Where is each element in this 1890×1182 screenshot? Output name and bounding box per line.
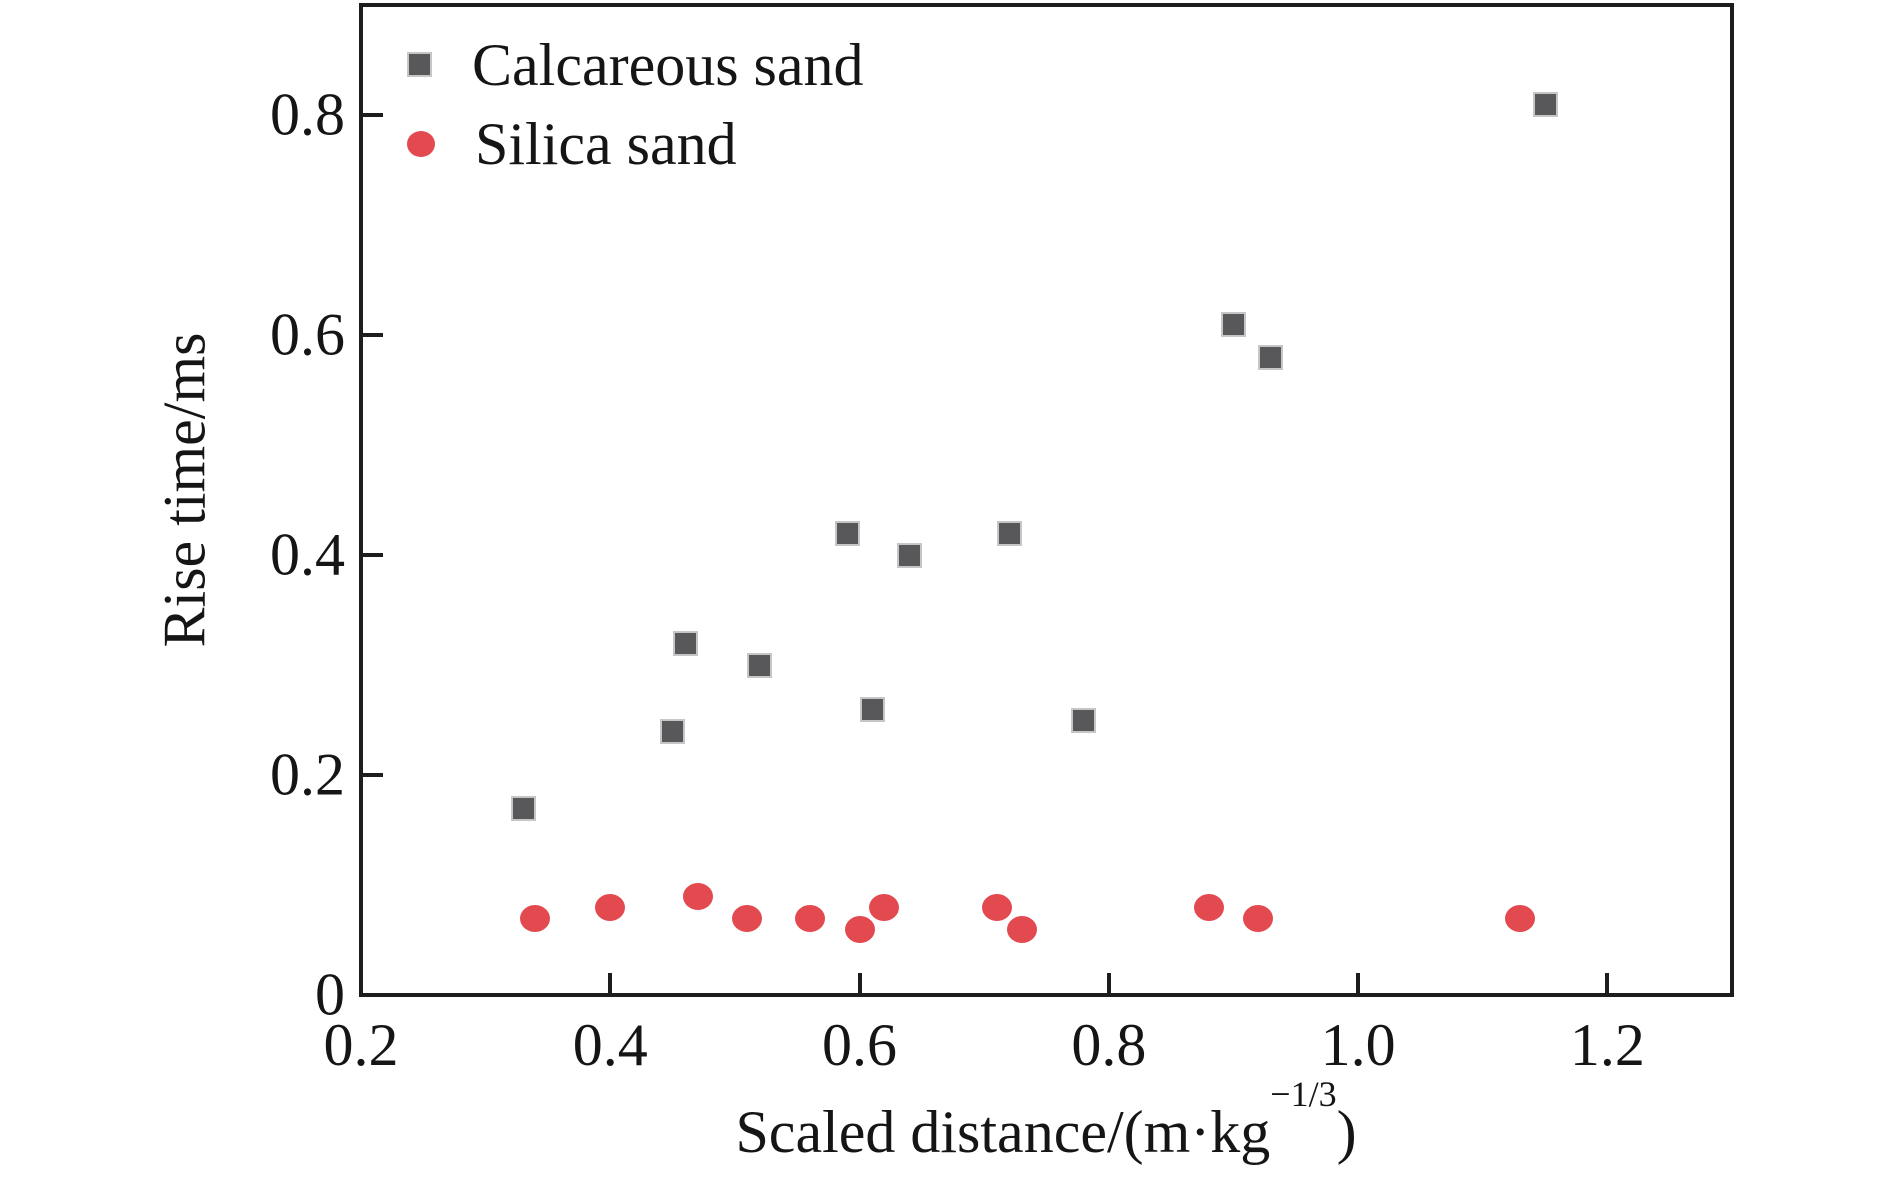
x-axis-tick (1605, 973, 1610, 995)
data-point-silica-sand (682, 882, 713, 910)
x-axis-tick (857, 973, 862, 995)
y-axis-tick (361, 333, 383, 337)
data-point-silica-sand (1505, 904, 1536, 932)
y-axis-tick (361, 773, 383, 777)
y-axis-tick-label: 0.8 (270, 81, 345, 148)
x-axis-title-superscript: −1/3 (1270, 1073, 1337, 1114)
x-axis-tick-label: 0.8 (1071, 1012, 1147, 1078)
legend-label-calcareous-sand: Calcareous sand (472, 31, 864, 98)
data-point-silica-sand (1006, 915, 1037, 943)
data-point-silica-sand (869, 893, 900, 921)
x-axis-title-text: Scaled distance/(m·kg (735, 1099, 1271, 1165)
data-point-silica-sand (1243, 904, 1274, 932)
x-axis-title-close: ) (1336, 1099, 1357, 1165)
data-point-silica-sand (981, 893, 1012, 921)
legend-label-silica-sand: Silica sand (475, 110, 737, 177)
y-axis-tick-label: 0 (315, 961, 345, 1028)
y-axis-tick-label: 0.2 (270, 741, 345, 808)
x-axis-tick-label: 0.2 (323, 1012, 399, 1078)
data-point-calcareous-sand (896, 542, 922, 568)
data-point-calcareous-sand (1220, 311, 1246, 337)
legend-item-calcareous-sand: Calcareous sand (407, 25, 864, 104)
data-point-calcareous-sand (859, 696, 885, 722)
data-point-silica-sand (520, 904, 551, 932)
data-point-silica-sand (794, 904, 825, 932)
data-point-calcareous-sand (510, 795, 536, 821)
plot-area: Calcareous sand Silica sand (359, 3, 1734, 997)
x-axis-title: Scaled distance/(m·kg−1/3) (735, 1076, 1357, 1167)
data-point-silica-sand (1193, 893, 1224, 921)
x-axis-tick-label: 1.2 (1569, 1012, 1645, 1078)
x-axis-tick (1106, 973, 1111, 995)
y-axis-tick-label: 0.4 (270, 521, 345, 588)
data-point-calcareous-sand (672, 630, 698, 656)
circle-marker-icon (407, 130, 435, 157)
data-point-calcareous-sand (1071, 707, 1097, 733)
data-point-calcareous-sand (1258, 344, 1284, 370)
y-axis-tick (361, 113, 383, 117)
data-point-silica-sand (595, 893, 626, 921)
square-marker-icon (407, 52, 432, 77)
data-point-silica-sand (732, 904, 763, 932)
data-point-calcareous-sand (1532, 91, 1558, 117)
x-axis-tick (608, 973, 613, 995)
data-point-calcareous-sand (660, 718, 686, 744)
x-axis-tick (1356, 973, 1361, 995)
legend-item-silica-sand: Silica sand (407, 104, 864, 183)
data-point-calcareous-sand (834, 520, 860, 546)
legend: Calcareous sand Silica sand (407, 25, 864, 183)
x-axis-tick-label: 1.0 (1320, 1012, 1396, 1078)
x-axis-tick-label: 0.4 (572, 1012, 648, 1078)
y-axis-tick (361, 553, 383, 557)
y-axis-tick-label: 0.6 (270, 301, 345, 368)
y-axis-title: Rise time/ms (151, 332, 218, 648)
data-point-silica-sand (844, 915, 875, 943)
data-point-calcareous-sand (996, 520, 1022, 546)
x-axis-tick-label: 0.6 (822, 1012, 898, 1078)
data-point-calcareous-sand (747, 652, 773, 678)
